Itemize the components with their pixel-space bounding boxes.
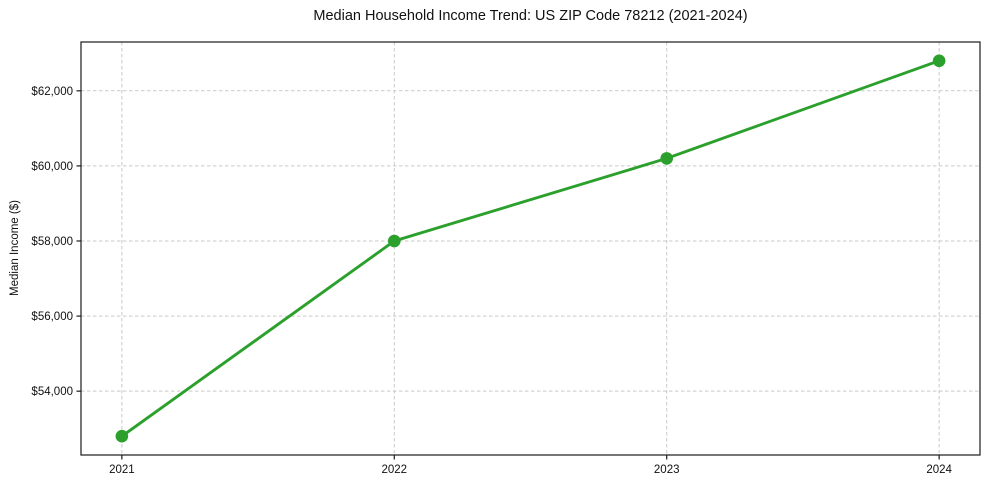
axes-box — [80, 41, 981, 456]
data-point-2021 — [115, 429, 129, 443]
data-point-2024 — [932, 54, 946, 68]
y-tick-label: $62,000 — [31, 86, 73, 98]
trend-line — [120, 59, 941, 438]
y-axis-label: Median Income ($) — [9, 200, 21, 296]
data-point-2022 — [387, 234, 401, 248]
x-tick-label: 2024 — [926, 464, 952, 476]
y-tick-label: $58,000 — [31, 236, 73, 248]
x-tick-label: 2022 — [381, 464, 407, 476]
chart-title: Median Household Income Trend: US ZIP Co… — [313, 8, 748, 24]
x-tick-label: 2023 — [654, 464, 680, 476]
y-tick-label: $56,000 — [31, 311, 73, 323]
x-tick-label: 2021 — [109, 464, 135, 476]
y-tick-label: $60,000 — [31, 161, 73, 173]
data-point-2023 — [660, 152, 674, 165]
y-tick-label: $54,000 — [31, 386, 73, 398]
